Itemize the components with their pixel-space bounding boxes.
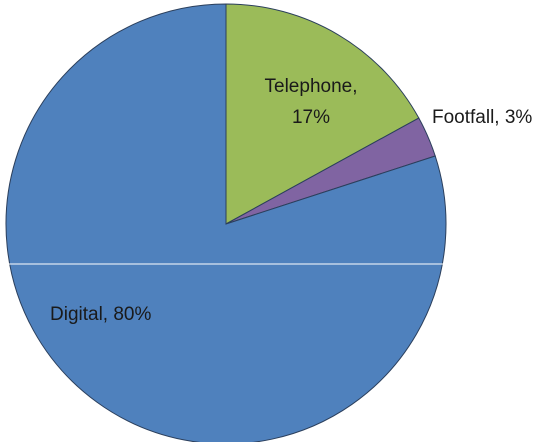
pie-slices [5,3,447,442]
pie-slice-digital [5,3,447,442]
telephone-label-line2: 17% [292,107,330,128]
footfall-label: Footfall, 3% [432,107,532,128]
telephone-label-line1: Telephone, [265,76,358,97]
digital-label: Digital, 80% [50,304,151,325]
pie-slice-telephone [225,3,420,225]
